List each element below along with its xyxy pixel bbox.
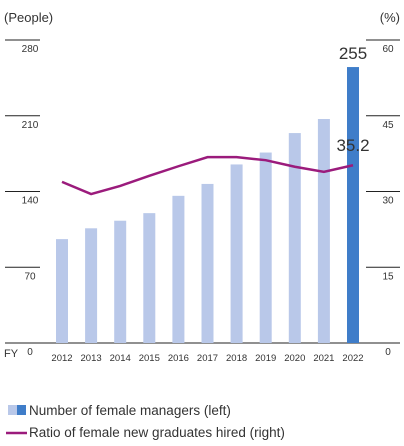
y2-tick-label: 0 [385, 347, 391, 358]
y2-tick-label: 45 [382, 120, 394, 131]
bar [317, 118, 330, 343]
data-label: 35.2 [336, 136, 369, 155]
x-tick-label: 2021 [313, 353, 334, 364]
bar [56, 239, 68, 343]
y-tick-label: 140 [22, 196, 39, 207]
data-label: 255 [339, 44, 367, 63]
bar [114, 220, 127, 343]
y-tick-label: 70 [24, 271, 36, 282]
y-tick-label: 210 [22, 120, 39, 131]
y2-axis-label: (%) [380, 10, 400, 25]
bar [288, 133, 301, 343]
y-tick-label: 0 [27, 347, 33, 358]
line [61, 155, 354, 196]
x-tick-label: 2014 [110, 353, 131, 364]
legend-label: Number of female managers (left) [29, 403, 231, 418]
x-tick-label: 2012 [51, 353, 72, 364]
legend-swatch [8, 405, 17, 415]
y2-tick-label: 15 [382, 271, 394, 282]
x-tick-label: 2016 [168, 353, 189, 364]
legend-swatch [17, 405, 26, 415]
x-tick-label: 2015 [139, 353, 160, 364]
x-tick-label: 2022 [342, 353, 363, 364]
x-tick-label: 2013 [81, 353, 102, 364]
y2-tick-label: 60 [382, 44, 394, 55]
bar [259, 152, 272, 343]
x-tick-label: 2020 [284, 353, 305, 364]
x-tick-label: 2018 [226, 353, 247, 364]
bar [85, 228, 98, 343]
bar [143, 213, 156, 343]
bar [347, 67, 359, 343]
y-axis-label: (People) [4, 10, 53, 25]
x-tick-label: 2019 [255, 353, 276, 364]
legend-label: Ratio of female new graduates hired (rig… [29, 425, 285, 440]
x-axis-label: FY [4, 348, 19, 360]
bar [172, 195, 185, 343]
x-tick-label: 2017 [197, 353, 218, 364]
y2-tick-label: 30 [382, 196, 394, 207]
bar [230, 164, 243, 343]
y-tick-label: 280 [22, 44, 39, 55]
bar [201, 183, 214, 343]
